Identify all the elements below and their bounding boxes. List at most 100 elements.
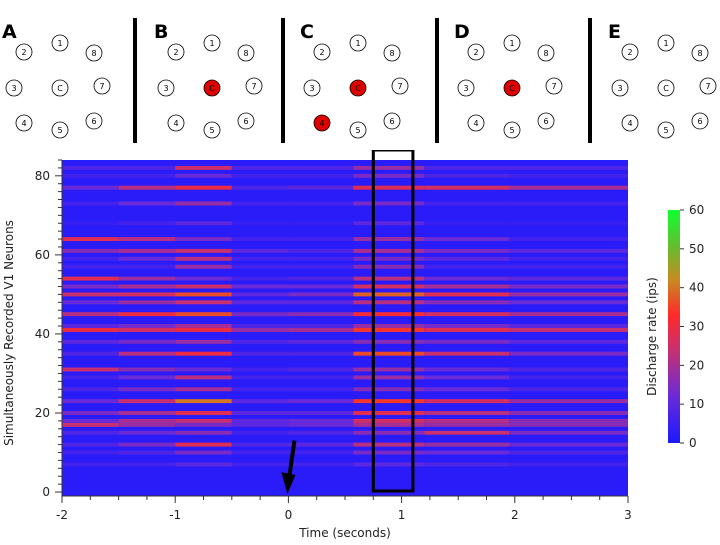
heatmap-cell (175, 248, 232, 253)
heatmap-cell (118, 418, 176, 423)
heatmap-cell (118, 387, 176, 392)
neuron-row (62, 276, 628, 281)
heatmap-cell (424, 185, 510, 190)
heatmap-cell (353, 411, 425, 415)
electrode-1: 1 (657, 34, 675, 52)
heatmap-cell (175, 185, 232, 190)
heatmap-cell (231, 367, 289, 372)
heatmap-cell (509, 430, 628, 435)
heatmap-cell (424, 418, 510, 423)
electrode-label: 2 (627, 48, 632, 57)
electrode-label: 7 (251, 82, 256, 91)
electrode-label: 7 (99, 82, 104, 91)
heatmap-cell (509, 256, 628, 261)
heatmap-cell (353, 221, 425, 226)
heatmap-cell (175, 462, 232, 467)
electrode-label: 8 (243, 49, 248, 58)
electrode-circle (51, 79, 69, 97)
heatmap-cell (175, 173, 232, 178)
heatmap-cell (62, 185, 119, 190)
heatmap-cell (353, 418, 425, 423)
heatmap-cell (353, 351, 425, 356)
electrode-circle (313, 43, 331, 61)
heatmap-cell (509, 328, 628, 332)
heatmap-cell (231, 173, 289, 178)
electrode-circle (657, 121, 675, 139)
panel-letter: B (154, 21, 168, 43)
heatmap-cell (509, 284, 628, 289)
neuron-row (62, 411, 628, 415)
heatmap-cell (62, 462, 119, 467)
heatmap-cell (509, 292, 628, 297)
electrode-8: 8 (537, 44, 555, 62)
heatmap-cell (424, 375, 510, 380)
electrode-7: 7 (245, 77, 263, 95)
heatmap-cell (288, 248, 354, 253)
electrode-6: 6 (383, 112, 401, 130)
electrode-C: C (203, 79, 221, 97)
heatmap-cell (62, 430, 119, 435)
electrode-circle (537, 44, 555, 62)
heatmap-cell (509, 276, 628, 281)
heatmap-cell (118, 462, 176, 467)
electrode-label: 8 (543, 49, 548, 58)
panel-letter: D (454, 21, 470, 43)
electrode-circle (383, 112, 401, 130)
neuron-row (62, 221, 628, 226)
electrode-3: 3 (5, 79, 23, 97)
electrode-label: 6 (697, 117, 702, 126)
heatmap-cell (175, 284, 232, 289)
heatmap-cell (118, 442, 176, 447)
heatmap-cell (424, 367, 510, 372)
electrode-6: 6 (537, 112, 555, 130)
heatmap-cell (175, 351, 232, 356)
colorbar-tick-label: 20 (689, 358, 704, 372)
heatmap-cell (231, 411, 289, 415)
heatmap-cell (288, 276, 354, 281)
heatmap-cell (118, 351, 176, 356)
electrode-label: 3 (617, 84, 622, 93)
heatmap-cell (62, 351, 119, 356)
heatmap-cell (62, 237, 119, 242)
heatmap-cell (353, 173, 425, 178)
electrode-6: 6 (691, 112, 709, 130)
electrode-label: C (209, 84, 215, 93)
heatmap-cell (288, 221, 354, 226)
x-tick-label: -1 (169, 508, 181, 522)
neuron-row (62, 328, 628, 332)
x-tick-label: -2 (56, 508, 68, 522)
colorbar-label: Discharge rate (ips) (645, 277, 659, 396)
heatmap-cell (509, 237, 628, 242)
electrode-7: 7 (93, 77, 111, 95)
electrode-6: 6 (237, 112, 255, 130)
heatmap-cell (231, 324, 289, 328)
heatmap-cell (62, 375, 119, 380)
electrode-label: 3 (11, 84, 16, 93)
heatmap-cell (353, 324, 425, 328)
electrode-circle (85, 112, 103, 130)
heatmap-cell (509, 462, 628, 467)
heatmap-cell (509, 442, 628, 447)
electrode-label: C (355, 84, 361, 93)
heatmap-cell (231, 430, 289, 435)
electrode-circle (349, 121, 367, 139)
heatmap-cell (509, 221, 628, 226)
heatmap-cell (288, 165, 354, 170)
heatmap-cell (118, 248, 176, 253)
heatmap-cell (424, 284, 510, 289)
electrode-circle (85, 44, 103, 62)
electrode-circle (313, 114, 331, 132)
heatmap-cell (509, 173, 628, 178)
heatmap-cell (231, 300, 289, 305)
electrode-circle (467, 114, 485, 132)
electrode-circle (5, 79, 23, 97)
heatmap-cell (353, 450, 425, 455)
y-tick-label: 80 (35, 169, 50, 183)
heatmap-cell (509, 418, 628, 423)
heatmap-cell (424, 165, 510, 170)
heatmap-cell (118, 284, 176, 289)
electrode-circle (349, 79, 367, 97)
heatmap-cell (175, 422, 232, 427)
electrode-8: 8 (237, 44, 255, 62)
